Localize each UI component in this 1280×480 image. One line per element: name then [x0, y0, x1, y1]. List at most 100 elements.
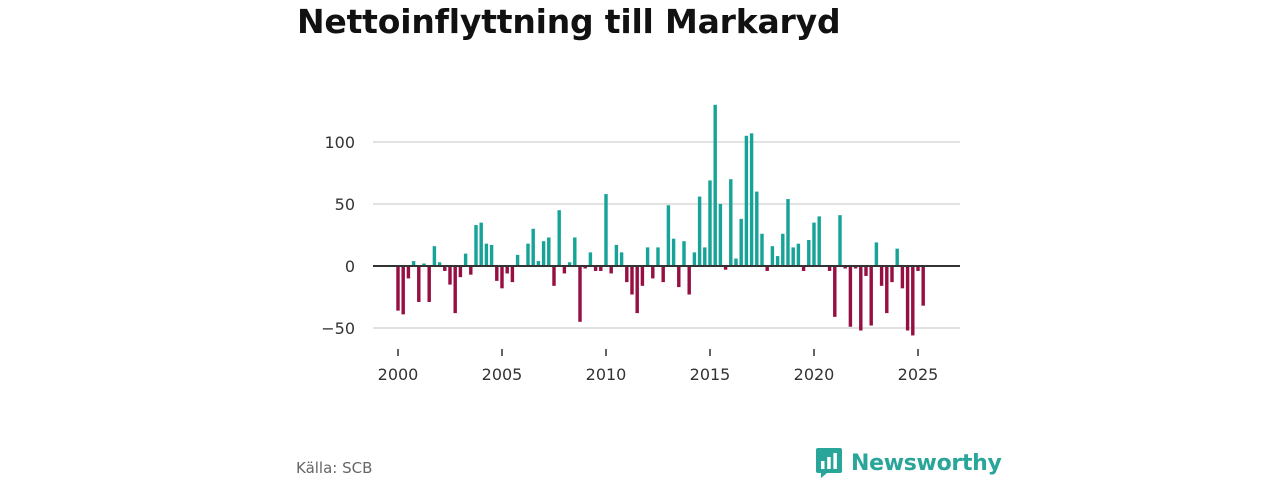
- bar: [474, 225, 478, 266]
- bar: [864, 266, 868, 276]
- x-tick-label: 2025: [898, 365, 939, 384]
- x-axis: 2000 2005 2010 2015 2020 2025: [378, 349, 939, 384]
- bar: [469, 266, 473, 275]
- bar: [843, 266, 847, 269]
- bar: [448, 266, 452, 285]
- bar: [874, 242, 879, 266]
- bar: [427, 266, 431, 302]
- bar: [552, 266, 556, 286]
- bar: [422, 263, 426, 266]
- bar: [651, 266, 655, 279]
- bar: [869, 266, 873, 326]
- bar: [635, 266, 639, 314]
- bar: [495, 266, 499, 281]
- bar: [900, 266, 905, 289]
- bar: [838, 215, 842, 266]
- bar: [687, 266, 691, 295]
- bar: [775, 256, 780, 266]
- bar: [807, 239, 811, 266]
- bar: [625, 266, 629, 283]
- bars: [396, 104, 925, 336]
- bar: [916, 266, 920, 271]
- bar: [547, 237, 551, 266]
- bar: [489, 244, 494, 266]
- bar: [708, 180, 712, 266]
- bar: [541, 241, 546, 266]
- bar: [599, 266, 603, 271]
- bar: [656, 247, 660, 266]
- bar: [739, 218, 743, 266]
- bar: [703, 247, 707, 266]
- bar: [417, 266, 421, 302]
- bar: [817, 216, 821, 266]
- bar: [812, 222, 816, 266]
- bar: [645, 247, 650, 266]
- bar: [640, 266, 645, 286]
- bar: [479, 222, 483, 266]
- bar: [666, 205, 671, 266]
- bar-chart-logo-icon: [816, 448, 842, 478]
- bar: [526, 243, 530, 266]
- bar: [515, 254, 520, 266]
- bar: [734, 258, 738, 266]
- bar: [463, 253, 468, 266]
- bar: [895, 248, 899, 266]
- bar: [786, 199, 790, 266]
- x-tick-label: 2015: [690, 365, 731, 384]
- bar: [723, 266, 728, 270]
- bar: [614, 244, 619, 266]
- bar: [885, 266, 889, 314]
- bar: [760, 233, 764, 266]
- bar: [437, 262, 442, 266]
- brand-logo[interactable]: Newsworthy: [815, 446, 1002, 480]
- bar: [905, 266, 910, 331]
- bar: [661, 266, 665, 283]
- bar: [833, 266, 837, 317]
- bar: [505, 266, 509, 274]
- bar: [770, 246, 775, 266]
- bar: [781, 233, 785, 266]
- bar: [443, 266, 447, 271]
- bar: [401, 266, 405, 315]
- bar: [562, 266, 567, 274]
- bar: [411, 261, 416, 266]
- bar: [396, 266, 400, 311]
- y-tick-label: −50: [321, 319, 355, 338]
- bar: [583, 266, 587, 269]
- y-tick-label: 0: [345, 257, 355, 276]
- bar: [879, 266, 884, 286]
- bar: [848, 266, 853, 327]
- bar: [713, 104, 717, 266]
- bar: [578, 266, 582, 322]
- bar: [536, 261, 541, 266]
- bar: [406, 266, 411, 279]
- bar: [921, 266, 925, 306]
- x-tick-label: 2010: [586, 365, 627, 384]
- bar: [859, 266, 863, 331]
- bar: [604, 194, 608, 266]
- x-tick-label: 2000: [378, 365, 419, 384]
- bar: [749, 133, 754, 266]
- bar: [697, 196, 702, 266]
- y-tick-label: 100: [324, 133, 355, 152]
- bar: [453, 266, 457, 314]
- x-tick-label: 2005: [482, 365, 523, 384]
- bar: [692, 252, 697, 266]
- bar: [557, 210, 561, 266]
- bar: [729, 179, 733, 266]
- bar: [744, 135, 749, 266]
- bar: [458, 266, 463, 278]
- bar: [573, 237, 577, 266]
- bar: [671, 238, 676, 266]
- bar: [796, 243, 801, 266]
- bar: [827, 266, 832, 271]
- chart-title: Nettoinflyttning till Markaryd: [297, 2, 841, 41]
- bar: [911, 266, 915, 336]
- bar: [765, 266, 769, 271]
- bar: [567, 262, 572, 266]
- bar: [890, 266, 894, 283]
- bar: [609, 266, 613, 274]
- x-tick-label: 2020: [794, 365, 835, 384]
- y-axis-labels: 100 50 0 −50: [321, 133, 355, 338]
